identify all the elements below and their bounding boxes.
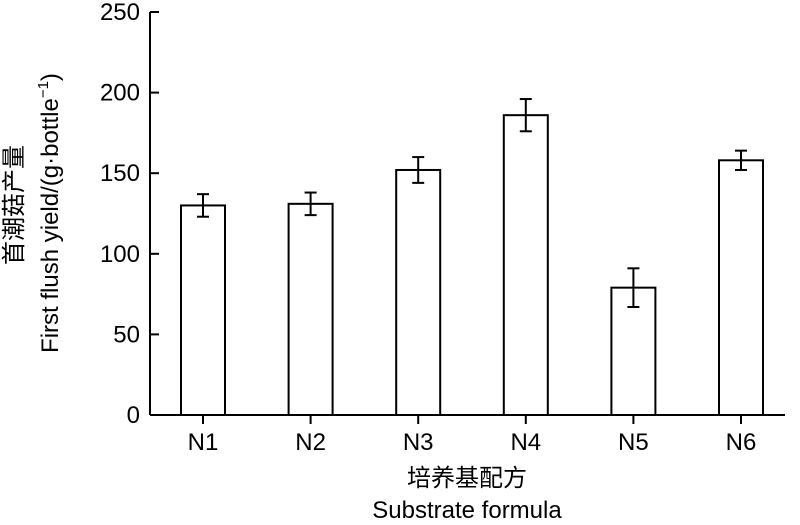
x-axis-label-en: Substrate formula [372,497,562,524]
y-axis-label-en: First flush yield/(g·bottle−1) [35,73,64,353]
x-tick-label-n6: N6 [726,429,757,456]
y-ticks: 0 50 100 150 200 250 [100,0,159,429]
x-ticks: N1 N2 N3 N4 N5 N6 [188,415,757,456]
bars [180,98,764,417]
y-axis-label-en-close: ) [37,73,64,81]
bar-n3 [395,168,442,416]
bar-n6 [718,159,764,416]
x-tick-label-n2: N2 [295,429,326,456]
x-tick-label-n3: N3 [403,429,434,456]
y-tick-label: 100 [100,241,140,268]
x-tick-label-n4: N4 [510,429,541,456]
x-tick-label-n5: N5 [618,429,649,456]
y-tick-label: 150 [100,160,140,187]
x-tick-label-n1: N1 [188,429,219,456]
y-axis-label-en-main: First flush yield/(g·bottle [37,98,64,353]
bar-n1 [180,204,226,416]
y-tick-label: 250 [100,0,140,26]
bar-n4 [502,114,549,416]
y-tick-label: 200 [100,80,140,107]
bar-n2 [287,202,334,416]
y-tick-label: 0 [127,402,140,429]
axes [149,12,785,416]
y-axis-label-en-sup: −1 [35,81,52,98]
y-tick-label: 50 [113,321,140,348]
x-axis-label-cn: 培养基配方 [407,465,527,492]
y-axis-label-cn: 首潮菇产量 [1,145,28,265]
